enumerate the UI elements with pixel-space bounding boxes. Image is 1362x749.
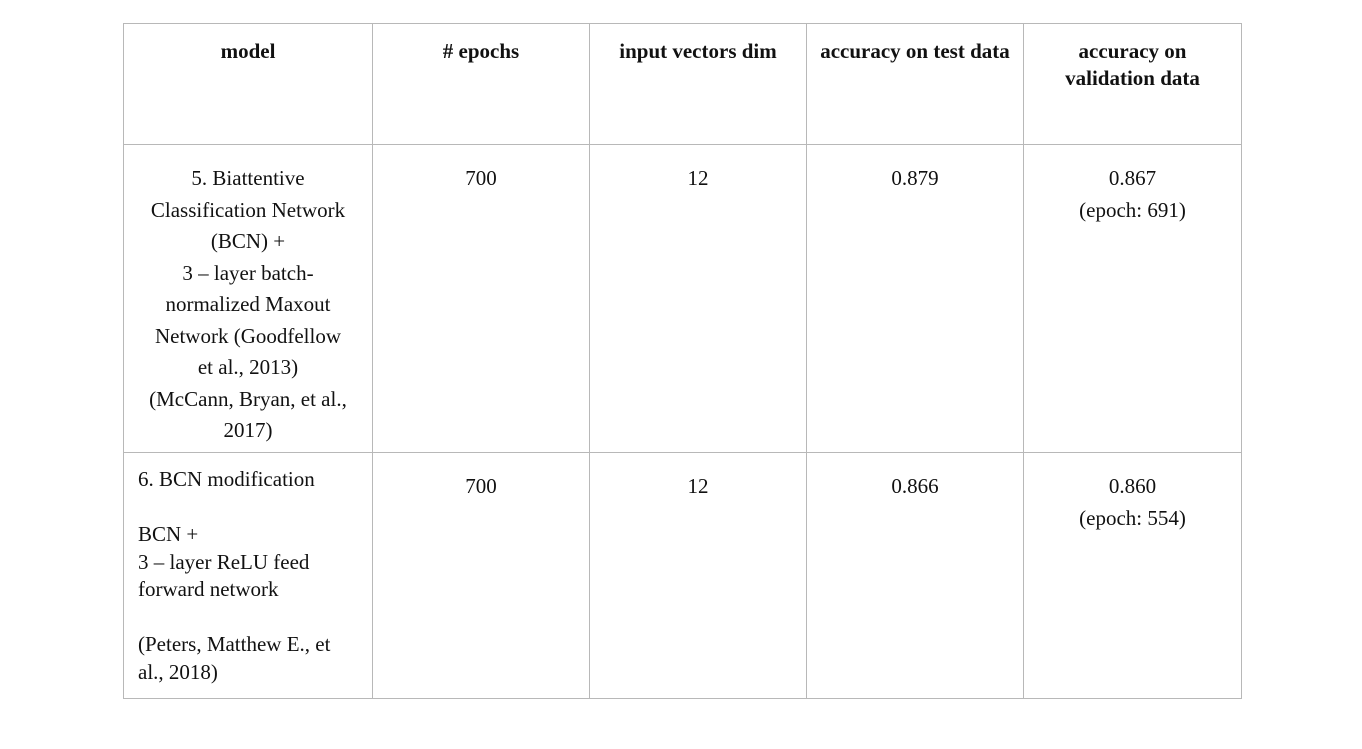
model-line: normalized Maxout (165, 292, 331, 316)
model-citation-line: (Peters, Matthew E., et (138, 632, 331, 656)
model-line: Network (Goodfellow (154, 323, 342, 348)
accuracy-validation-cell: 0.867 (epoch: 691) (1023, 144, 1242, 453)
model-cell: 5. Biattentive Classification Network (B… (123, 144, 373, 453)
header-input-dim: input vectors dim (589, 23, 807, 145)
table-row: 5. Biattentive Classification Network (B… (123, 144, 1242, 453)
accuracy-validation-epoch: (epoch: 554) (1079, 505, 1186, 530)
table-row: 6. BCN modification BCN + 3 – layer ReLU… (123, 452, 1242, 699)
model-line: Classification Network (150, 197, 346, 222)
epochs-cell: 700 (372, 144, 590, 453)
accuracy-validation-value: 0.867 (1108, 166, 1157, 190)
model-line: forward network (138, 577, 279, 601)
accuracy-test-cell: 0.866 (806, 452, 1024, 699)
model-title: 6. BCN modification (138, 467, 315, 491)
accuracy-validation-epoch: (epoch: 691) (1079, 197, 1186, 222)
model-cell: 6. BCN modification BCN + 3 – layer ReLU… (123, 452, 373, 699)
header-epochs: # epochs (372, 23, 590, 145)
model-line: (BCN) + (210, 229, 286, 253)
accuracy-validation-cell: 0.860 (epoch: 554) (1023, 452, 1242, 699)
model-line: 5. Biattentive (191, 166, 305, 190)
accuracy-test-cell: 0.879 (806, 144, 1024, 453)
epochs-cell: 700 (372, 452, 590, 699)
header-model: model (123, 23, 373, 145)
results-table: model # epochs input vectors dim accurac… (123, 23, 1242, 699)
model-line: 3 – layer ReLU feed (138, 549, 310, 574)
input-dim-cell: 12 (589, 452, 807, 699)
table-header-row: model # epochs input vectors dim accurac… (123, 23, 1242, 145)
model-line: et al., 2013) (197, 355, 299, 379)
model-citation-line: al., 2018) (138, 659, 218, 684)
header-accuracy-test: accuracy on test data (806, 23, 1024, 145)
model-line: (McCann, Bryan, et al., (149, 386, 347, 411)
model-line: 2017) (223, 418, 273, 442)
header-accuracy-validation: accuracy on validation data (1023, 23, 1242, 145)
model-line: 3 – layer batch- (182, 260, 314, 285)
input-dim-cell: 12 (589, 144, 807, 453)
model-line: BCN + (138, 522, 199, 546)
accuracy-validation-value: 0.860 (1108, 474, 1157, 498)
